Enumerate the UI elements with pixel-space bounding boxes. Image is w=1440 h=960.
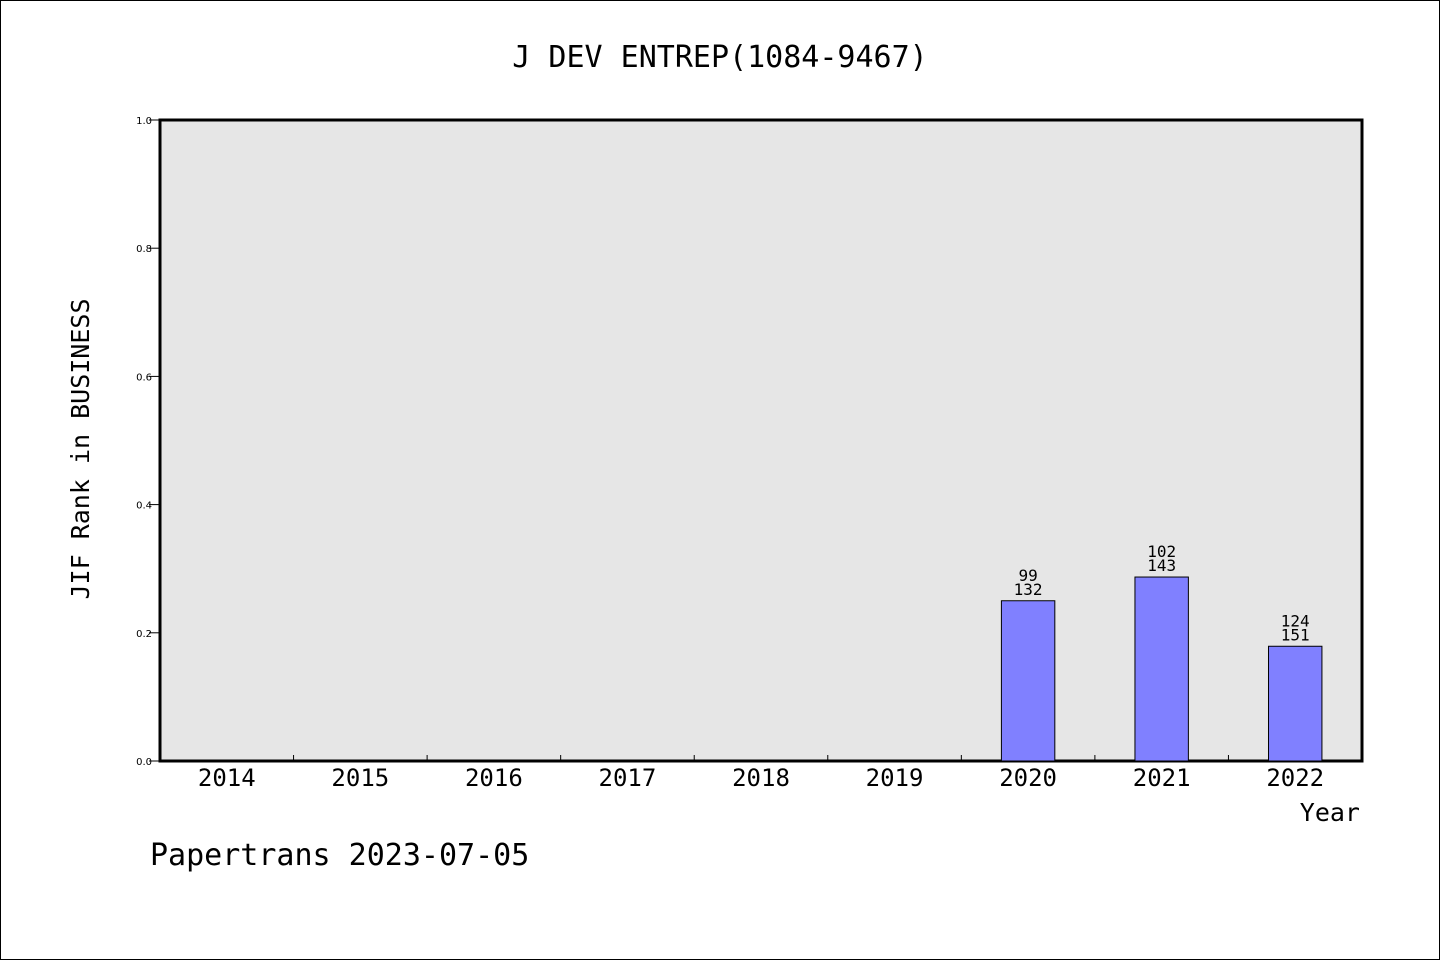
x-axis-label: Year xyxy=(1300,798,1360,827)
chart-title: J DEV ENTREP(1084-9467) xyxy=(512,40,927,75)
x-tick-label: 2020 xyxy=(999,764,1057,792)
x-axis-ticks: 2014 2015 2016 2017 2018 2019 2020 2021 2022 xyxy=(198,755,1324,792)
x-tick-label: 2017 xyxy=(599,764,657,792)
y-tick-label: 0.6 xyxy=(136,372,152,383)
footer-credit: Papertrans 2023-07-05 xyxy=(150,838,529,873)
x-tick-label: 2016 xyxy=(465,764,523,792)
y-tick-label: 0.8 xyxy=(136,244,152,255)
bar-data-label: 132 xyxy=(1014,580,1043,599)
y-tick-label: 1.0 xyxy=(136,116,152,127)
x-tick-label: 2018 xyxy=(732,764,790,792)
bar-data-label: 124 xyxy=(1281,611,1310,630)
x-tick-label: 2015 xyxy=(331,764,389,792)
bar xyxy=(1000,600,1056,762)
y-tick-label: 0.2 xyxy=(136,629,152,640)
y-tick-label: 0.4 xyxy=(136,501,152,512)
x-tick-label: 2014 xyxy=(198,764,256,792)
bar xyxy=(1268,645,1323,762)
y-tick-label: 0.0 xyxy=(136,757,152,768)
bar xyxy=(1134,576,1189,762)
bar-data-label: 151 xyxy=(1281,625,1310,644)
y-axis-ticks: 0.0 0.2 0.4 0.6 0.8 1.0 xyxy=(136,116,160,768)
x-tick-label: 2019 xyxy=(866,764,924,792)
y-axis-label: JIF Rank in BUSINESS xyxy=(66,298,95,599)
bar-data-label: 102 xyxy=(1147,542,1176,561)
x-tick-label: 2021 xyxy=(1133,764,1191,792)
x-tick-label: 2022 xyxy=(1266,764,1324,792)
bar-data-label: 143 xyxy=(1147,556,1176,575)
bars xyxy=(1000,576,1323,762)
bar-data-label: 99 xyxy=(1018,566,1037,585)
